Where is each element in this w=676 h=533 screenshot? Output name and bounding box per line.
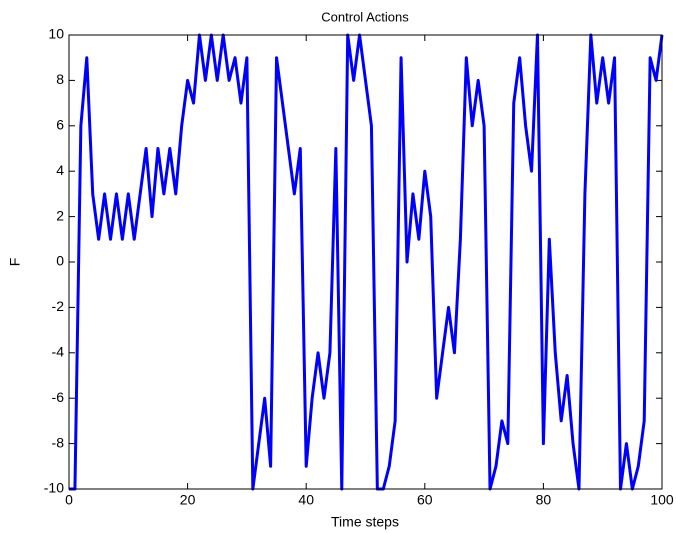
data-line xyxy=(69,33,664,491)
y-tick-label: -8 xyxy=(52,434,65,450)
x-tick-label: 40 xyxy=(298,492,314,508)
y-tick-label: 2 xyxy=(56,207,64,223)
y-tick-label: 6 xyxy=(56,117,64,133)
x-tick-label: 100 xyxy=(650,492,674,508)
x-tick-label: 0 xyxy=(65,492,73,508)
x-tick-label: 20 xyxy=(180,492,196,508)
y-tick-label: -6 xyxy=(52,389,65,405)
y-tick-label: 8 xyxy=(56,71,64,87)
y-tick-label: 10 xyxy=(48,26,64,42)
chart-title: Control Actions xyxy=(321,9,409,24)
plot-area xyxy=(69,35,662,489)
y-tick-label: -2 xyxy=(52,298,65,314)
y-axis-label: F xyxy=(7,258,23,267)
x-tick-label: 60 xyxy=(417,492,433,508)
y-tick-label: -10 xyxy=(44,480,64,496)
y-tick-label: -4 xyxy=(52,344,65,360)
axes-box xyxy=(68,34,663,490)
x-tick-label: 80 xyxy=(536,492,552,508)
x-axis-label: Time steps xyxy=(331,514,399,530)
y-tick-label: 4 xyxy=(56,162,64,178)
y-tick-label: 0 xyxy=(56,253,64,269)
